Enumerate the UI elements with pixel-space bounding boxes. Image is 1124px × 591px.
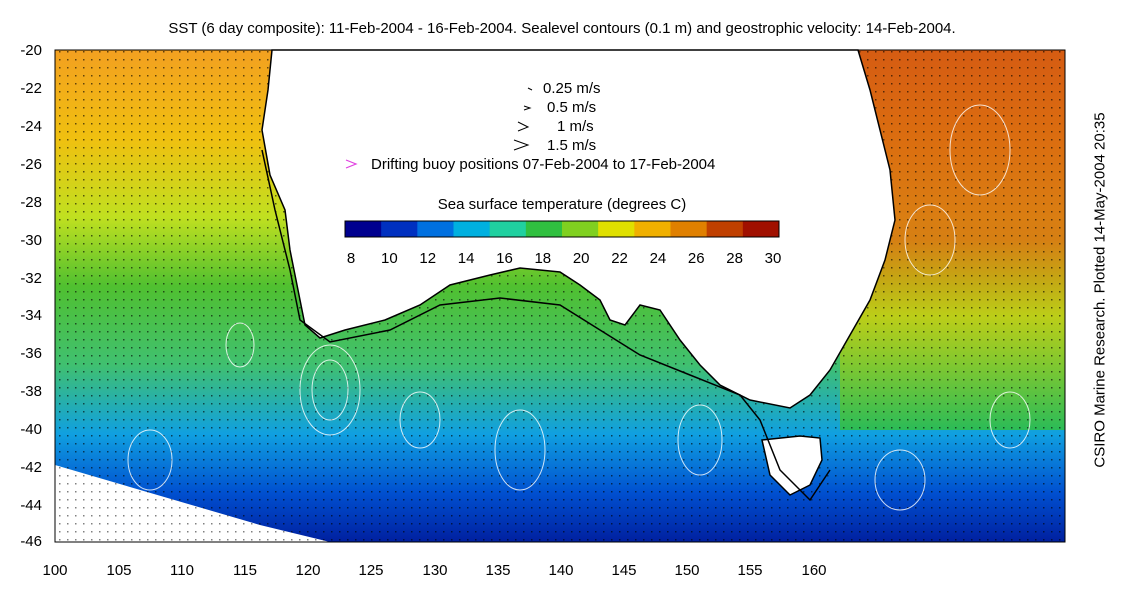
x-tick: 135: [485, 562, 511, 579]
colorbar-segment: [381, 221, 418, 237]
colorbar-tick: 28: [726, 250, 743, 267]
speed-legend-0-5: 0.5 m/s: [547, 99, 597, 116]
x-tick: 155: [737, 562, 763, 579]
colorbar-segment: [345, 221, 382, 237]
y-tick: -36: [20, 345, 42, 362]
y-tick: -42: [20, 459, 42, 476]
tasmania-land: [761, 435, 823, 496]
x-tick: 145: [611, 562, 637, 579]
colorbar-segment: [742, 221, 780, 237]
y-tick: -32: [20, 270, 42, 287]
colorbar-tick: 18: [534, 250, 552, 267]
y-tick: -28: [20, 194, 42, 211]
y-tick: -44: [20, 497, 42, 514]
colorbar-segment: [634, 221, 671, 237]
colorbar-tick: 24: [649, 250, 667, 267]
x-tick: 150: [674, 562, 700, 579]
colorbar-tick: 12: [419, 250, 437, 267]
colorbar-segment: [525, 221, 563, 237]
colorbar-segment: [706, 221, 744, 237]
colorbar-segment: [670, 221, 708, 237]
shelf-contour: [261, 149, 831, 502]
colorbar: [345, 221, 780, 237]
speed-legend-1: 1 m/s: [557, 118, 594, 135]
colorbar-segment: [562, 221, 599, 237]
y-tick: -24: [20, 118, 42, 135]
colorbar-segment: [417, 221, 454, 237]
colorbar-tick: 30: [764, 250, 782, 267]
colorbar-tick: 20: [572, 250, 590, 267]
x-tick: 125: [358, 562, 384, 579]
x-tick: 105: [106, 562, 132, 579]
colorbar-tick: 16: [496, 250, 513, 267]
speed-legend-1-5: 1.5 m/s: [547, 137, 597, 154]
x-tick: 130: [422, 562, 448, 579]
y-tick: -40: [20, 421, 42, 438]
x-tick: 110: [170, 562, 194, 579]
colorbar-tick: 8: [346, 250, 356, 267]
colorbar-tick: 22: [611, 250, 628, 267]
y-tick: -34: [20, 307, 42, 324]
x-tick: 115: [233, 562, 257, 579]
colorbar-title: Sea surface temperature (degrees C): [437, 196, 687, 213]
y-tick: -30: [20, 232, 42, 249]
colorbar-segment: [453, 221, 491, 237]
buoy-legend-label: Drifting buoy positions 07-Feb-2004 to 1…: [371, 156, 716, 173]
colorbar-tick: 26: [687, 250, 705, 267]
y-tick: -38: [20, 383, 42, 400]
colorbar-segment: [598, 221, 635, 237]
x-tick: 160: [801, 562, 827, 579]
colorbar-segment: [489, 221, 527, 237]
y-tick: -22: [20, 80, 42, 97]
y-tick: -46: [20, 533, 42, 550]
x-tick: 140: [548, 562, 574, 579]
x-tick: 100: [42, 562, 68, 579]
buoy-legend-symbol: [345, 159, 358, 169]
x-tick: 120: [295, 562, 321, 579]
sealevel-contours: [127, 104, 1031, 511]
colorbar-tick: 14: [457, 250, 475, 267]
map-title: SST (6 day composite): 11-Feb-2004 - 16-…: [168, 20, 956, 37]
speed-legend-0-25: 0.25 m/s: [543, 80, 601, 97]
speed-legend-arrows: [513, 87, 533, 151]
y-tick: -26: [20, 156, 42, 173]
y-tick: -20: [20, 42, 42, 59]
colorbar-frame: [344, 220, 780, 238]
colorbar-tick: 10: [381, 250, 398, 267]
plot-frame: [54, 49, 1066, 543]
